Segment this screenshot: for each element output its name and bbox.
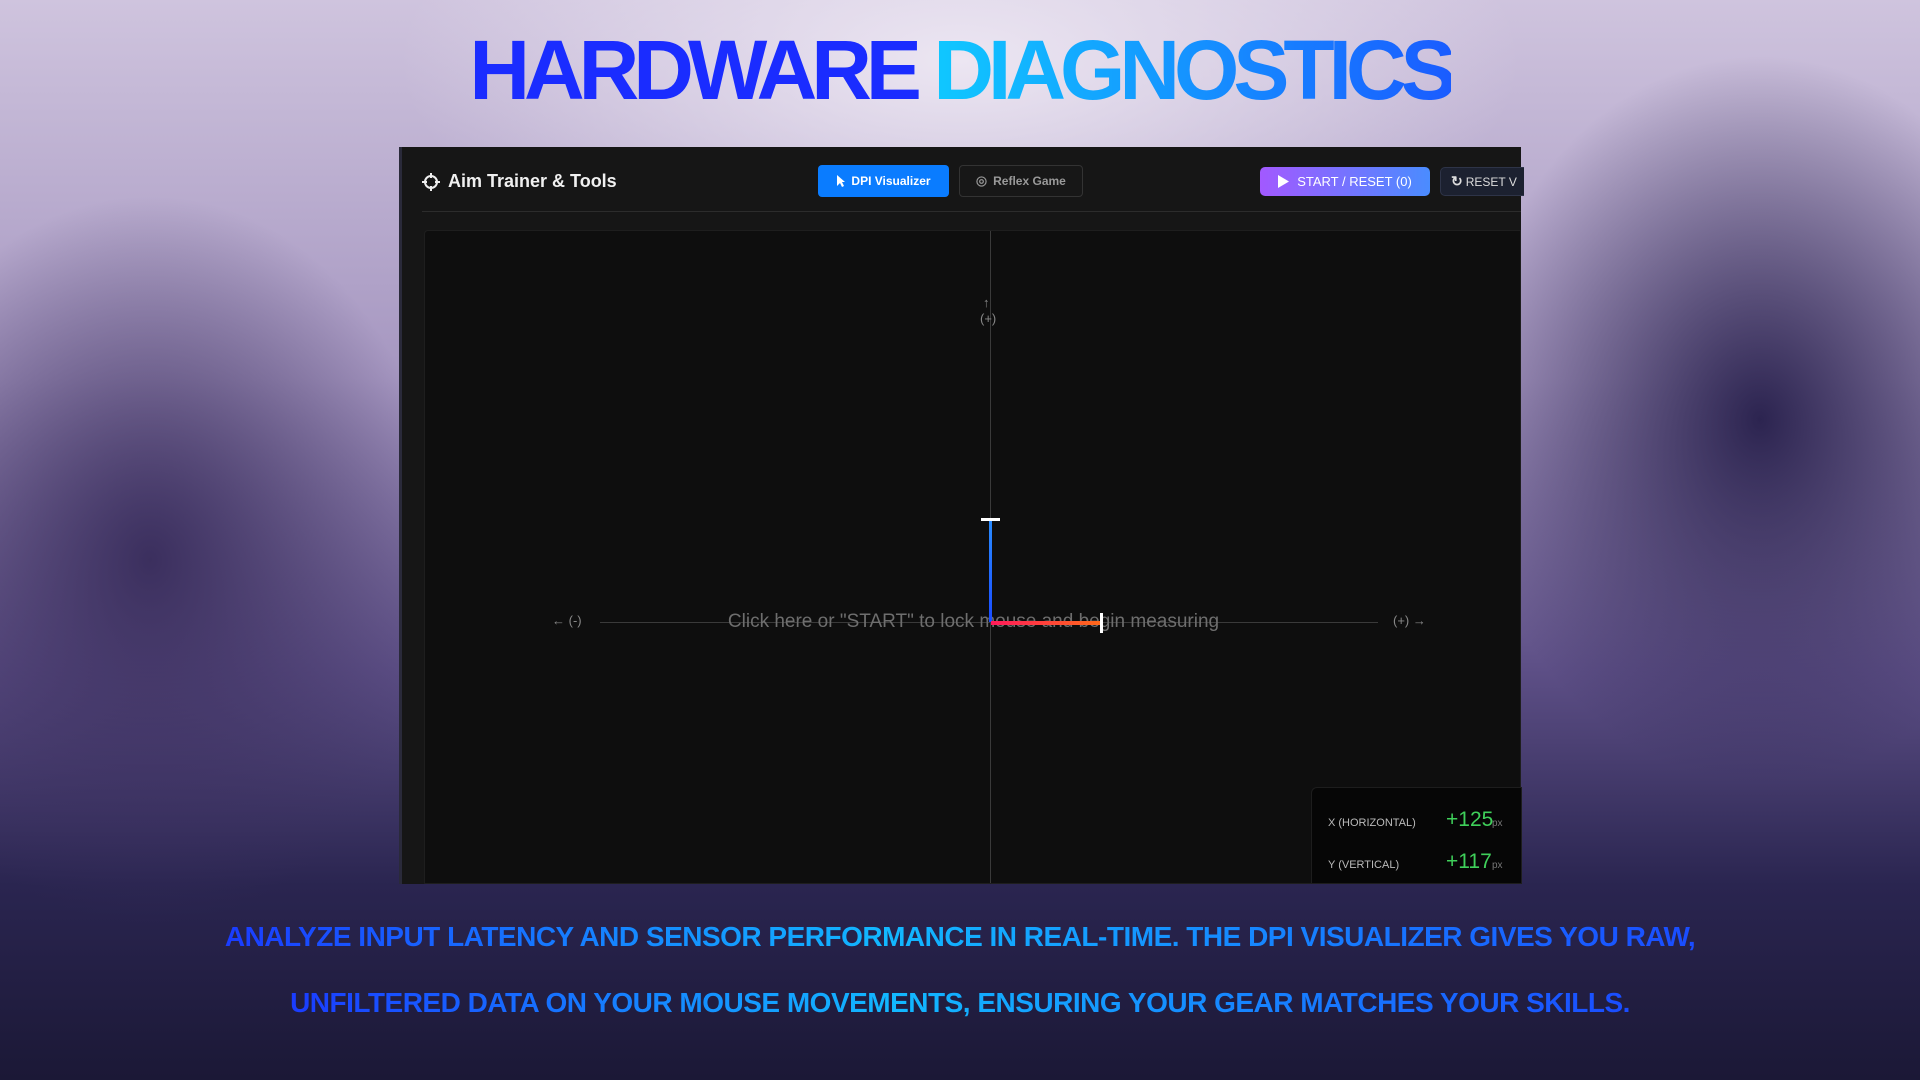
refresh-icon: ↻: [1451, 173, 1463, 189]
caption-line-1: ANALYZE INPUT LATENCY AND SENSOR PERFORM…: [20, 920, 1900, 954]
y-movement-bar: [989, 520, 992, 622]
up-plus-label: (+): [980, 311, 997, 326]
headline-part2: DIAGNOSTICS: [933, 23, 1456, 117]
target-icon: [976, 175, 987, 187]
reset-label: RESET V: [1465, 174, 1517, 189]
reset-view-button[interactable]: ↻ RESET V: [1440, 167, 1524, 196]
caption-line-1-text: ANALYZE INPUT LATENCY AND SENSOR PERFORM…: [224, 921, 1696, 952]
stat-y-label: Y (VERTICAL): [1328, 859, 1400, 871]
stat-x: X (HORIZONTAL) +125 px: [1328, 808, 1518, 832]
stat-y: Y (VERTICAL) +117 px: [1328, 850, 1518, 874]
canvas-hint: Click here or "START" to lock mouse and …: [727, 611, 1220, 632]
caption-line-2-text: UNFILTERED DATA ON YOUR MOUSE MOVEMENTS,…: [290, 987, 1630, 1018]
caption-line-2: UNFILTERED DATA ON YOUR MOUSE MOVEMENTS,…: [20, 986, 1900, 1020]
stat-x-unit: px: [1492, 818, 1503, 829]
right-plus-label: (+) →: [1393, 613, 1426, 628]
tab-reflex-game[interactable]: Reflex Game: [959, 165, 1083, 197]
app-logo: Aim Trainer & Tools: [422, 171, 617, 192]
stat-y-unit: px: [1492, 860, 1503, 871]
tab-dpi-visualizer[interactable]: DPI Visualizer: [818, 165, 949, 197]
app-window: Aim Trainer & Tools DPI Visualizer Refle…: [399, 147, 1524, 884]
cursor-icon: [837, 175, 846, 187]
tab-label: Reflex Game: [993, 174, 1066, 188]
y-movement-cap: [981, 518, 1000, 521]
start-reset-button[interactable]: START / RESET (0): [1260, 167, 1430, 196]
x-movement-bar: [991, 621, 1101, 625]
stats-panel: X (HORIZONTAL) +125 px Y (VERTICAL) +117…: [1311, 787, 1522, 884]
up-arrow-label: ↑: [983, 295, 990, 310]
stat-x-label: X (HORIZONTAL): [1328, 817, 1416, 829]
left-minus-label: ← (-): [552, 613, 582, 628]
play-icon: [1278, 175, 1290, 188]
stat-x-value: +125: [1446, 808, 1494, 831]
stat-y-value: +117: [1446, 850, 1492, 873]
crosshair-icon: [422, 172, 440, 191]
dpi-canvas[interactable]: ↑ (+) ← (-) (+) → Click here or "START" …: [424, 230, 1522, 884]
headline: HARDWARE DIAGNOSTICS: [0, 28, 1920, 112]
app-title: Aim Trainer & Tools: [448, 171, 617, 191]
horizontal-axis: [600, 622, 1378, 623]
headline-part1: HARDWARE: [469, 23, 922, 117]
start-reset-label: START / RESET (0): [1297, 174, 1412, 189]
x-movement-cap: [1100, 613, 1103, 633]
header-divider: [422, 211, 1521, 212]
tab-label: DPI Visualizer: [851, 174, 931, 188]
